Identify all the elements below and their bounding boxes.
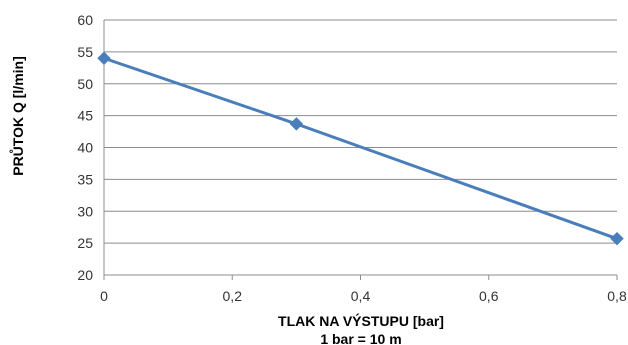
x-axis-title: TLAK NA VÝSTUPU [bar]	[278, 312, 444, 329]
series-group	[97, 51, 624, 246]
y-tick-label: 35	[77, 171, 93, 187]
x-tick-label: 0	[100, 288, 108, 304]
x-tick-label: 0,2	[223, 288, 243, 304]
y-tick-labels: 20 25 30 35 40 45 50 55 60	[77, 12, 93, 283]
data-point-marker	[610, 231, 624, 246]
x-axis-note: 1 bar = 10 m	[320, 331, 401, 345]
x-tick-label: 0,6	[479, 288, 499, 304]
y-tick-label: 55	[77, 44, 93, 60]
y-tick-label: 60	[77, 12, 93, 28]
data-point-marker	[97, 51, 111, 65]
x-tick-label: 0,4	[351, 288, 371, 304]
y-tick-label: 25	[77, 235, 93, 251]
y-tick-label: 45	[77, 108, 93, 124]
y-axis-title: PRŮTOK Q [l/min]	[8, 56, 26, 176]
grid-lines	[104, 19, 617, 244]
y-tick-label: 40	[77, 140, 93, 156]
y-tick-label: 20	[77, 267, 93, 283]
y-tick-label: 50	[77, 76, 93, 92]
x-tick-label: 0,8	[607, 288, 627, 304]
data-point-marker	[289, 117, 304, 131]
axes	[103, 20, 618, 280]
x-tick-labels: 0 0,2 0,4 0,6 0,8	[100, 288, 627, 304]
y-tick-label: 30	[77, 203, 93, 219]
